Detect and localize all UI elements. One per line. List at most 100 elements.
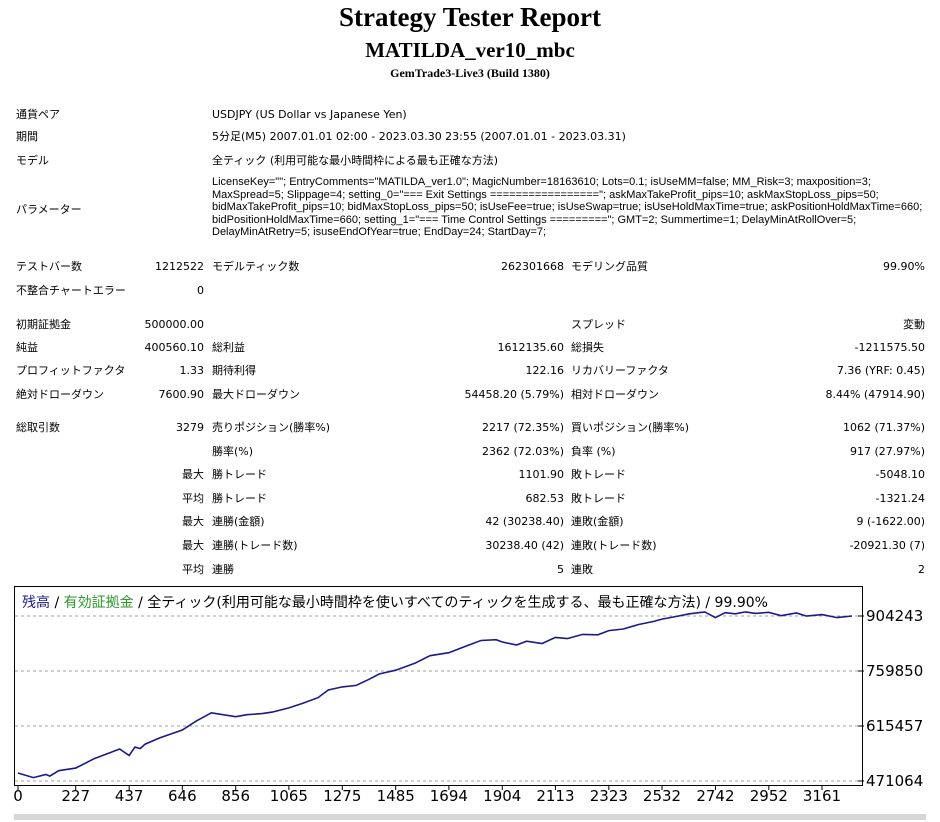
server-build: GemTrade3-Live3 (Build 1380): [390, 66, 550, 80]
y-tick-label: 759850: [866, 662, 923, 680]
largest-loss-value: -5048.10: [875, 468, 925, 481]
avg-win-value: 682.53: [525, 492, 565, 505]
model-value: 全ティック (利用可能な最小時間枠による最も正確な方法): [212, 154, 499, 167]
x-tick-label: 0: [14, 787, 23, 805]
max-word-3: 最大: [182, 539, 204, 552]
y-tick-label: 471064: [866, 772, 923, 790]
max-dd-value: 54458.20 (5.79%): [464, 388, 564, 401]
short-label: 売りポジション(勝率%): [212, 421, 331, 434]
legend-rest: / 全ティック(利用可能な最小時間枠を使いすべてのティックを生成する、最も正確な…: [133, 595, 768, 611]
max-word-1: 最大: [182, 468, 204, 481]
y-tick-label: 904243: [866, 607, 923, 625]
ea-name: MATILDA_ver10_mbc: [365, 38, 575, 62]
abs-dd-label: 絶対ドローダウン: [16, 388, 104, 401]
total-trades-label: 総取引数: [16, 421, 60, 434]
legend-balance: 残高: [22, 595, 50, 611]
max-cons-loss-label: 連敗(トレード数): [571, 539, 657, 552]
rf-label: リカバリーファクタ: [571, 364, 669, 377]
max-cons-wins-label: 連勝(金額): [212, 515, 265, 528]
avg-cons-wins-label: 連勝: [212, 563, 234, 576]
legend-sep: /: [50, 595, 64, 611]
x-tick-label: 2113: [536, 787, 574, 805]
x-tick-label: 2742: [696, 787, 734, 805]
rel-dd-value: 8.44% (47914.90): [825, 388, 925, 401]
max-cons-wins-value: 42 (30238.40): [485, 515, 564, 528]
deposit-label: 初期証拠金: [16, 318, 71, 331]
loss-pct-label: 負率 (%): [571, 445, 616, 458]
mismatch-label: 不整合チャートエラー: [16, 284, 126, 297]
rf-value: 7.36 (YRF: 0.45): [836, 364, 925, 377]
params-value: LicenseKey=""; EntryComments="MATILDA_ve…: [212, 176, 923, 239]
x-tick-label: 2952: [750, 787, 788, 805]
x-tick-label: 1275: [323, 787, 361, 805]
avg-word-1: 平均: [182, 492, 204, 505]
total-trades-value: 3279: [176, 421, 204, 434]
x-tick-label: 1065: [270, 787, 308, 805]
model-label: モデル: [16, 154, 49, 167]
report-title: Strategy Tester Report: [339, 2, 601, 32]
balance-chart-svg: 471064 615457 759850 904243 0 227 437 646 856 106…: [13, 586, 923, 805]
max-cons-loss-value: -20921.30 (7): [849, 539, 925, 552]
largest-loss-label: 敗トレード: [571, 468, 626, 481]
long-label: 買いポジション(勝率%): [571, 421, 690, 434]
gross-profit-label: 総利益: [212, 341, 245, 354]
gross-loss-value: -1211575.50: [854, 341, 925, 354]
avg-cons-losses-value: 2: [918, 563, 925, 576]
payoff-label: 期待利得: [212, 364, 256, 377]
ticks-value: 262301668: [501, 260, 564, 273]
bars-label: テストバー数: [16, 260, 82, 273]
x-tick-label: 856: [221, 787, 250, 805]
long-value: 1062 (71.37%): [842, 421, 925, 434]
spread-value: 変動: [903, 318, 925, 331]
avg-loss-label: 敗トレード: [571, 492, 626, 505]
period-value: 5分足(M5) 2007.01.01 02:00 - 2023.03.30 23…: [212, 130, 626, 143]
spread-label: スプレッド: [571, 318, 626, 331]
net-label: 純益: [16, 341, 38, 354]
largest-win-value: 1101.90: [518, 468, 565, 481]
y-tick-label: 615457: [866, 717, 923, 735]
ticks-label: モデルティック数: [212, 260, 300, 273]
pf-label: プロフィットファクタ: [16, 364, 126, 377]
loss-pct-value: 917 (27.97%): [849, 445, 925, 458]
symbol-label: 通貨ペア: [16, 108, 60, 121]
x-tick-label: 646: [168, 787, 197, 805]
x-tick-label: 437: [115, 787, 144, 805]
chart-legend: 残高 / 有効証拠金 / 全ティック(利用可能な最小時間枠を使いすべてのティック…: [22, 592, 768, 612]
max-word-2: 最大: [182, 515, 204, 528]
win-pct-value: 2362 (72.03%): [481, 445, 564, 458]
x-tick-label: 3161: [803, 787, 841, 805]
abs-dd-value: 7600.90: [158, 388, 205, 401]
symbol-value: USDJPY (US Dollar vs Japanese Yen): [212, 108, 407, 121]
short-value: 2217 (72.35%): [481, 421, 564, 434]
deposit-value: 500000.00: [144, 318, 205, 331]
quality-value: 99.90%: [883, 260, 925, 273]
chart-frame: [14, 586, 863, 786]
avg-win-label: 勝トレード: [212, 492, 267, 505]
avg-word-2: 平均: [182, 563, 204, 576]
legend-equity: 有効証拠金: [63, 595, 134, 611]
largest-win-label: 勝トレード: [212, 468, 267, 481]
pf-value: 1.33: [179, 364, 205, 377]
x-tick-label: 1904: [483, 787, 521, 805]
payoff-value: 122.16: [525, 364, 565, 377]
max-cons-profit-label: 連勝(トレード数): [212, 539, 298, 552]
rel-dd-label: 相対ドローダウン: [571, 388, 659, 401]
trades-table-header: [14, 814, 926, 820]
win-pct-label: 勝率(%): [212, 445, 254, 458]
avg-cons-losses-label: 連敗: [571, 563, 593, 576]
x-tick-label: 1485: [377, 787, 415, 805]
max-dd-label: 最大ドローダウン: [212, 388, 300, 401]
net-value: 400560.10: [144, 341, 205, 354]
x-tick-label: 227: [61, 787, 90, 805]
gross-loss-label: 総損失: [571, 341, 604, 354]
mismatch-value: 0: [197, 284, 204, 297]
avg-loss-value: -1321.24: [875, 492, 925, 505]
x-tick-label: 2532: [643, 787, 681, 805]
quality-label: モデリング品質: [571, 260, 648, 273]
gross-profit-value: 1612135.60: [497, 341, 564, 354]
x-tick-label: 2323: [590, 787, 628, 805]
avg-cons-wins-value: 5: [557, 563, 564, 576]
balance-series-line: [17, 611, 853, 779]
max-cons-profit-value: 30238.40 (42): [485, 539, 564, 552]
x-tick-label: 1694: [430, 787, 468, 805]
